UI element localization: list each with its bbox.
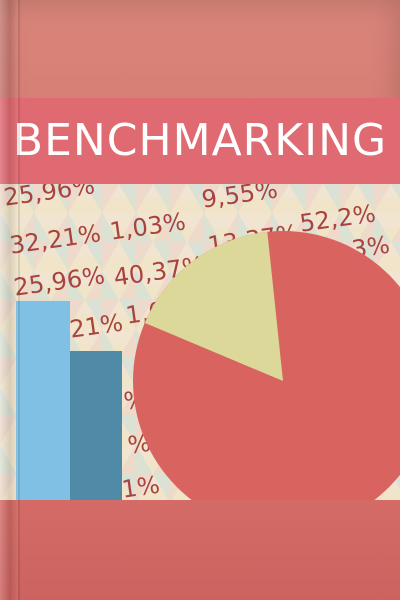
pie-graphic xyxy=(133,231,400,500)
bar-dark xyxy=(70,351,122,500)
pie-slice xyxy=(144,231,283,381)
bottom-band xyxy=(0,500,400,600)
cover-title: BENCHMARKING xyxy=(12,115,388,166)
title-band xyxy=(0,98,400,184)
spine-line xyxy=(18,0,20,600)
bar-graphic xyxy=(0,184,400,500)
bar-light xyxy=(16,300,70,500)
spine-shade xyxy=(0,0,18,600)
